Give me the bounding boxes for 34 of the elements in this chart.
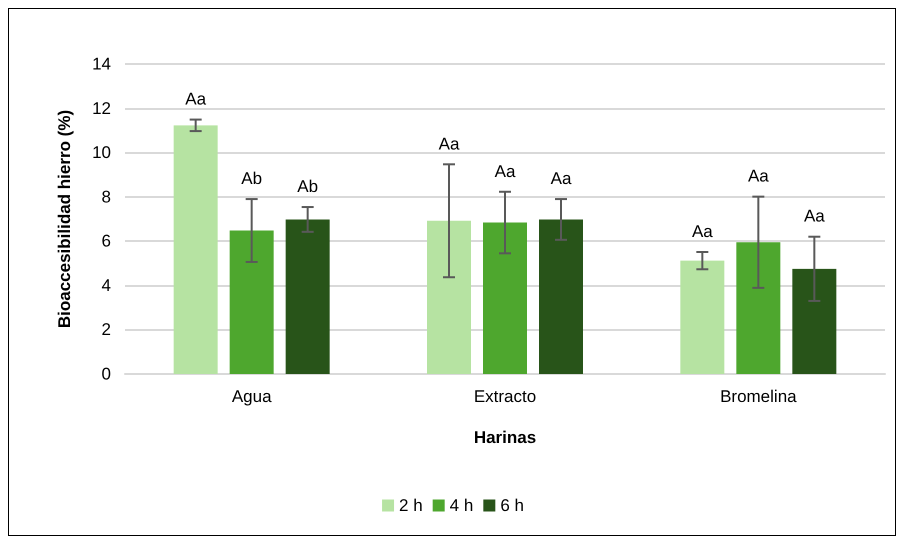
y-tick-label: 10 (92, 143, 111, 162)
y-tick-label: 4 (102, 276, 111, 295)
y-tick-label: 0 (102, 364, 111, 384)
bar (483, 222, 527, 374)
annotation: Aa (748, 166, 770, 186)
bar (174, 125, 218, 374)
annotation: Aa (185, 90, 207, 109)
legend-label: 6 h (500, 496, 524, 515)
y-axis-title: Bioaccesibilidad hierro (%) (55, 110, 74, 328)
bar (427, 220, 471, 374)
annotation: Aa (438, 134, 460, 154)
bar (230, 230, 274, 374)
bar (680, 260, 724, 374)
annotation: Ab (297, 177, 318, 196)
y-tick-label: 8 (102, 187, 111, 206)
annotation: Aa (692, 222, 714, 241)
x-axis-title: Harinas (474, 428, 536, 447)
bar (736, 242, 780, 374)
y-tick-label: 12 (92, 98, 111, 118)
bar (792, 268, 836, 374)
annotation: Aa (550, 169, 572, 188)
bar (286, 219, 330, 374)
x-tick-label: Agua (232, 387, 272, 406)
x-tick-label: Extracto (474, 387, 536, 406)
legend-label: 2 h (399, 496, 423, 515)
y-tick-label: 2 (102, 320, 111, 340)
y-tick-label: 14 (92, 54, 111, 74)
x-tick-label: Bromelina (720, 387, 798, 406)
annotation: Ab (241, 169, 262, 188)
y-tick-label: 6 (102, 232, 111, 251)
legend-label: 4 h (450, 496, 474, 515)
bar (539, 219, 583, 374)
annotation: Aa (804, 206, 826, 226)
annotation: Aa (494, 162, 516, 181)
